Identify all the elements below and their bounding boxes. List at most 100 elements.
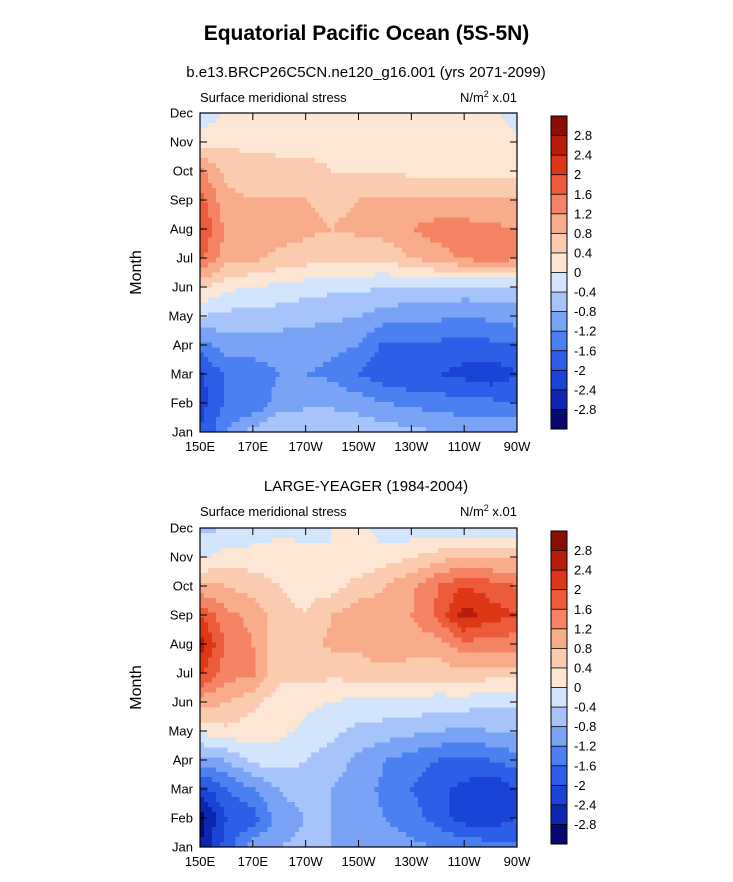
field-cell bbox=[306, 122, 312, 129]
field-cell bbox=[350, 312, 356, 318]
field-cell bbox=[279, 242, 284, 249]
field-cell bbox=[370, 197, 375, 204]
field-cell bbox=[203, 377, 209, 383]
field-cell bbox=[413, 222, 419, 229]
field-cell bbox=[457, 357, 463, 363]
field-cell bbox=[350, 262, 356, 269]
field-cell bbox=[314, 187, 320, 194]
field-cell bbox=[441, 157, 447, 164]
field-cell bbox=[449, 382, 455, 388]
field-cell bbox=[402, 212, 407, 219]
field-cell bbox=[429, 352, 435, 358]
field-cell bbox=[338, 417, 344, 423]
field-cell bbox=[322, 177, 328, 184]
field-cell bbox=[215, 407, 221, 413]
field-cell bbox=[406, 117, 411, 124]
field-cell bbox=[402, 372, 407, 378]
field-cell bbox=[398, 207, 403, 214]
field-cell bbox=[457, 192, 463, 199]
field-cell bbox=[489, 157, 494, 164]
field-cell bbox=[501, 267, 506, 274]
field-cell bbox=[200, 137, 205, 144]
field-cell bbox=[366, 232, 371, 239]
field-cell bbox=[279, 267, 284, 274]
field-cell bbox=[207, 132, 213, 139]
field-cell bbox=[227, 202, 233, 209]
field-cell bbox=[330, 182, 336, 189]
field-cell bbox=[374, 172, 379, 179]
field-cell bbox=[382, 217, 387, 224]
field-cell bbox=[350, 387, 356, 393]
field-cell bbox=[485, 377, 490, 383]
field-cell bbox=[235, 417, 241, 423]
field-cell bbox=[485, 317, 490, 323]
field-cell bbox=[263, 402, 268, 408]
field-cell bbox=[465, 192, 471, 199]
field-cell bbox=[390, 352, 395, 358]
field-cell bbox=[247, 332, 253, 338]
field-cell bbox=[406, 332, 411, 338]
field-cell bbox=[259, 257, 264, 264]
field-cell bbox=[200, 207, 205, 214]
field-cell bbox=[509, 337, 514, 343]
field-cell bbox=[382, 113, 387, 119]
field-cell bbox=[207, 222, 213, 229]
field-cell bbox=[513, 227, 518, 234]
field-cell bbox=[437, 317, 443, 323]
field-cell bbox=[390, 217, 395, 224]
field-cell bbox=[489, 113, 494, 119]
field-cell bbox=[465, 182, 471, 189]
field-cell bbox=[354, 317, 360, 323]
field-cell bbox=[481, 282, 486, 289]
field-cell bbox=[366, 212, 371, 219]
field-cell bbox=[374, 292, 379, 299]
field-cell bbox=[350, 212, 356, 219]
field-cell bbox=[354, 202, 360, 209]
field-cell bbox=[477, 297, 482, 303]
field-cell bbox=[390, 192, 395, 199]
field-cell bbox=[303, 282, 308, 289]
field-cell bbox=[382, 337, 387, 343]
field-cell bbox=[386, 342, 391, 348]
field-cell bbox=[402, 147, 407, 154]
field-cell bbox=[366, 312, 371, 318]
field-cell bbox=[346, 337, 352, 343]
field-cell bbox=[291, 257, 296, 264]
field-cell bbox=[314, 252, 320, 259]
field-cell bbox=[267, 142, 272, 149]
field-cell bbox=[279, 167, 284, 174]
field-cell bbox=[350, 172, 356, 179]
field-cell bbox=[501, 162, 506, 169]
field-cell bbox=[453, 147, 459, 154]
field-cell bbox=[390, 337, 395, 343]
field-cell bbox=[310, 247, 316, 254]
field-cell bbox=[354, 262, 360, 269]
field-cell bbox=[310, 377, 316, 383]
field-cell bbox=[275, 402, 280, 408]
field-cell bbox=[314, 377, 320, 383]
field-cell bbox=[406, 197, 411, 204]
field-cell bbox=[247, 402, 253, 408]
field-cell bbox=[314, 117, 320, 124]
field-cell bbox=[334, 412, 340, 418]
field-cell bbox=[350, 407, 356, 413]
field-cell bbox=[445, 292, 451, 299]
field-cell bbox=[283, 347, 288, 353]
field-cell bbox=[231, 422, 237, 428]
field-cell bbox=[370, 267, 375, 274]
field-cell bbox=[279, 117, 284, 124]
field-cell bbox=[390, 113, 395, 119]
field-cell bbox=[326, 392, 332, 398]
field-cell bbox=[425, 347, 431, 353]
field-cell bbox=[410, 307, 415, 313]
field-cell bbox=[247, 177, 253, 184]
field-cell bbox=[509, 252, 514, 259]
field-cell bbox=[497, 307, 502, 313]
field-cell bbox=[378, 207, 383, 214]
field-cell bbox=[251, 362, 257, 368]
field-cell bbox=[235, 172, 241, 179]
field-cell bbox=[279, 392, 284, 398]
field-cell bbox=[386, 113, 391, 119]
field-cell bbox=[362, 247, 368, 254]
field-cell bbox=[334, 247, 340, 254]
